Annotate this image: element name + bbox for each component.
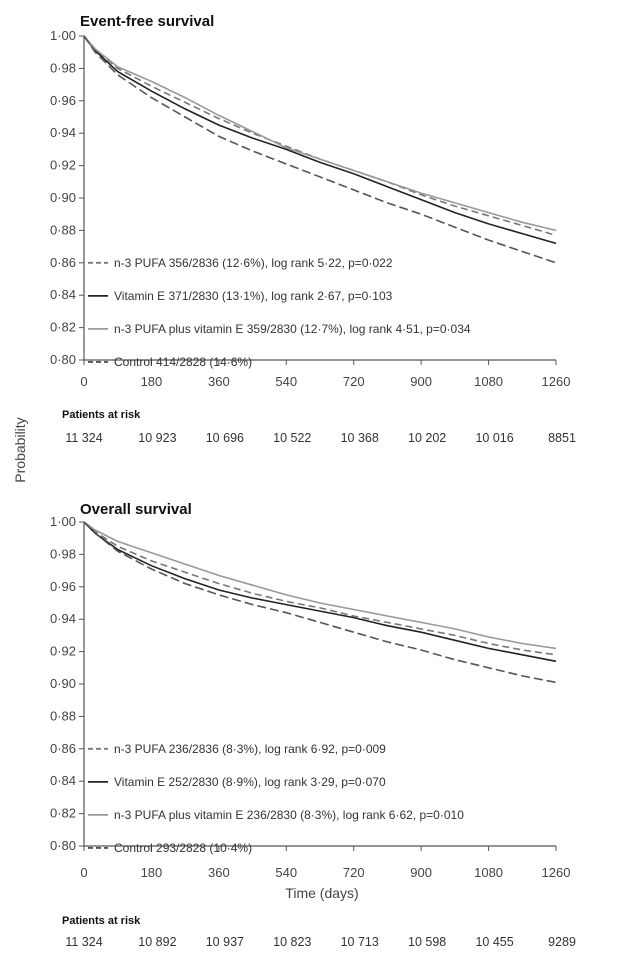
series-line-2 bbox=[83, 35, 557, 245]
x-tick-label: 540 bbox=[275, 374, 297, 389]
patients-at-risk-value: 8851 bbox=[548, 431, 576, 445]
patients-at-risk-value: 10 598 bbox=[408, 935, 446, 949]
series-line-3 bbox=[83, 35, 557, 232]
legend-entry: Vitamin E 371/2830 (13·1%), log rank 2·6… bbox=[114, 289, 393, 303]
x-tick-label: 720 bbox=[343, 374, 365, 389]
patients-at-risk-value: 10 016 bbox=[475, 431, 513, 445]
x-tick-label: 360 bbox=[208, 865, 230, 880]
chart-title: Event-free survival bbox=[80, 13, 214, 30]
patients-at-risk-value: 10 696 bbox=[206, 431, 244, 445]
legend-entry: Control 414/2828 (14·6%) bbox=[114, 355, 252, 369]
x-tick-label: 1080 bbox=[474, 374, 503, 389]
patients-at-risk-value: 10 522 bbox=[273, 431, 311, 445]
event-free-survival-panel: Event-free survival 1·00 0·98 0·96 0·94 0·92 0… bbox=[50, 13, 576, 445]
x-tick-label: 360 bbox=[208, 374, 230, 389]
x-tick-label: 900 bbox=[410, 865, 432, 880]
y-tick-label: 0·94 bbox=[50, 611, 76, 626]
patients-at-risk-value: 10 892 bbox=[138, 935, 176, 949]
legend-entry: n-3 PUFA plus vitamin E 236/2830 (8·3%),… bbox=[114, 808, 464, 822]
x-tick-label: 180 bbox=[141, 374, 163, 389]
patients-at-risk-value: 10 823 bbox=[273, 935, 311, 949]
y-tick-label: 0·80 bbox=[50, 352, 76, 367]
patients-at-risk-value: 10 202 bbox=[408, 431, 446, 445]
y-tick-label: 0·92 bbox=[50, 158, 76, 173]
y-tick-label: 0·90 bbox=[50, 676, 76, 691]
series-line-4 bbox=[83, 521, 557, 684]
series-line-1 bbox=[83, 35, 557, 237]
patients-at-risk-value: 10 368 bbox=[341, 431, 379, 445]
series-line-3 bbox=[83, 521, 557, 650]
y-tick-label: 0·98 bbox=[50, 546, 76, 561]
y-axis-label: Probability bbox=[12, 417, 28, 482]
x-tick-label: 180 bbox=[141, 865, 163, 880]
patients-at-risk-value: 10 937 bbox=[206, 935, 244, 949]
y-tick-label: 1·00 bbox=[50, 28, 76, 43]
patients-at-risk-title: Patients at risk bbox=[62, 409, 141, 421]
y-tick-label: 0·98 bbox=[50, 60, 76, 75]
y-tick-label: 0·80 bbox=[50, 838, 76, 853]
chart-title: Overall survival bbox=[80, 501, 192, 518]
overall-survival-panel: Overall survival 1·00 0·98 0·96 0·94 0·92 0·90… bbox=[50, 501, 576, 949]
y-tick-label: 0·96 bbox=[50, 93, 76, 108]
y-tick-label: 0·82 bbox=[50, 320, 76, 335]
legend-entry: n-3 PUFA 356/2836 (12·6%), log rank 5·22… bbox=[114, 256, 393, 270]
series-line-2 bbox=[83, 521, 557, 663]
x-tick-label: 540 bbox=[275, 865, 297, 880]
legend-entry: n-3 PUFA 236/2836 (8·3%), log rank 6·92,… bbox=[114, 742, 386, 756]
x-tick-label: 1260 bbox=[542, 865, 571, 880]
series-line-1 bbox=[83, 521, 557, 656]
y-tick-label: 0·96 bbox=[50, 579, 76, 594]
patients-at-risk-value: 11 324 bbox=[65, 935, 102, 949]
x-tick-label: 1260 bbox=[542, 374, 571, 389]
patients-at-risk-value: 10 455 bbox=[475, 935, 513, 949]
x-tick-label: 720 bbox=[343, 865, 365, 880]
patients-at-risk-value: 10 923 bbox=[138, 431, 176, 445]
y-tick-label: 0·84 bbox=[50, 773, 76, 788]
legend-entry: Vitamin E 252/2830 (8·9%), log rank 3·29… bbox=[114, 775, 386, 789]
patients-at-risk-title: Patients at risk bbox=[62, 915, 141, 927]
y-tick-label: 1·00 bbox=[50, 514, 76, 529]
legend-entry: n-3 PUFA plus vitamin E 359/2830 (12·7%)… bbox=[114, 322, 471, 336]
y-tick-label: 0·88 bbox=[50, 222, 76, 237]
x-tick-label: 1080 bbox=[474, 865, 503, 880]
y-tick-label: 0·92 bbox=[50, 644, 76, 659]
y-tick-label: 0·94 bbox=[50, 125, 76, 140]
patients-at-risk-value: 10 713 bbox=[341, 935, 379, 949]
x-tick-label: 0 bbox=[80, 865, 87, 880]
legend-entry: Control 293/2828 (10·4%) bbox=[114, 841, 252, 855]
y-tick-label: 0·86 bbox=[50, 255, 76, 270]
x-axis-label: Time (days) bbox=[285, 885, 358, 901]
patients-at-risk-value: 9289 bbox=[548, 935, 576, 949]
y-tick-label: 0·84 bbox=[50, 287, 76, 302]
y-tick-label: 0·90 bbox=[50, 190, 76, 205]
y-tick-label: 0·86 bbox=[50, 741, 76, 756]
patients-at-risk-value: 11 324 bbox=[65, 431, 102, 445]
x-tick-label: 0 bbox=[80, 374, 87, 389]
x-tick-label: 900 bbox=[410, 374, 432, 389]
y-tick-label: 0·88 bbox=[50, 708, 76, 723]
y-tick-label: 0·82 bbox=[50, 806, 76, 821]
series-line-4 bbox=[83, 35, 557, 264]
